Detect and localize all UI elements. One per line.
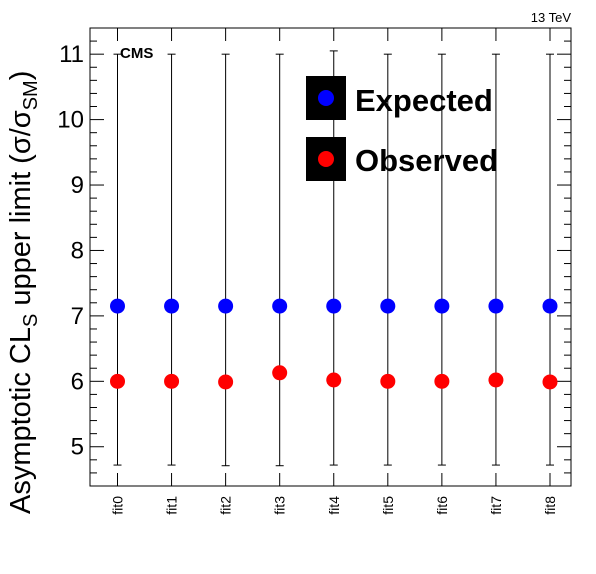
y-axis-label-sub: S [20, 314, 42, 327]
energy-label: 13 TeV [531, 10, 572, 25]
x-tick-label: fit5 [380, 496, 396, 515]
y-axis-label-end: ) [5, 71, 37, 81]
expected-point [542, 298, 558, 314]
y-tick-label: 11 [59, 41, 84, 68]
expected-point [218, 298, 234, 314]
y-tick-label: 6 [71, 368, 84, 395]
observed-point [110, 373, 125, 389]
data-points [110, 298, 558, 390]
legend: Expected Observed [306, 76, 498, 181]
expected-point [380, 298, 396, 314]
legend-marker-expected [318, 90, 334, 106]
expected-point [272, 298, 288, 314]
x-tick-label: fit7 [488, 496, 504, 515]
y-tick-label: 7 [71, 303, 84, 330]
x-tick-label: fit4 [326, 496, 342, 515]
observed-point [488, 372, 504, 388]
y-axis-label-sub2: SM [20, 80, 42, 110]
y-tick-label: 5 [71, 434, 84, 461]
x-tick-label: fit0 [110, 496, 126, 515]
x-tick-label: fit3 [272, 496, 288, 515]
x-tick-label: fit1 [164, 496, 180, 515]
y-axis-label-main: Asymptotic CL [5, 327, 37, 514]
expected-point [434, 298, 450, 314]
legend-marker-observed [318, 151, 334, 167]
y-axis: 5 6 7 8 9 10 11 [57, 40, 571, 474]
expected-point [164, 298, 180, 314]
x-tick-label: fit6 [434, 496, 450, 515]
observed-point [434, 373, 450, 389]
observed-point [218, 374, 234, 390]
legend-label-observed: Observed [355, 143, 498, 178]
y-axis-label: Asymptotic CLS upper limit (σ/σSM) [5, 71, 42, 514]
y-tick-label: 10 [57, 107, 84, 134]
y-tick-label: 9 [71, 172, 84, 199]
x-axis: fit0 fit1 fit2 fit3 fit4 fit5 fit6 fit7 fit8 [110, 28, 558, 515]
observed-point [542, 374, 558, 390]
x-tick-label: fit8 [542, 496, 558, 515]
expected-point [326, 298, 342, 314]
observed-point [164, 373, 180, 389]
observed-point [326, 372, 342, 388]
observed-point [380, 373, 396, 389]
legend-label-expected: Expected [355, 83, 493, 118]
x-tick-label: fit2 [218, 496, 234, 515]
y-tick-label: 8 [71, 237, 84, 264]
expected-point [488, 298, 504, 314]
experiment-label: CMS [120, 45, 153, 62]
observed-point [272, 365, 288, 381]
plot-frame [89, 27, 572, 487]
expected-point [110, 298, 125, 314]
error-bars [113, 50, 554, 467]
y-axis-label-rest: upper limit (σ/σ [5, 110, 37, 313]
